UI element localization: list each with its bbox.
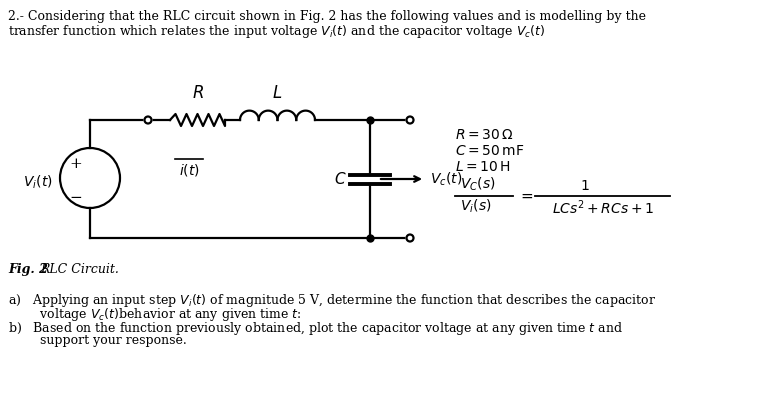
Text: $V_C(s)$: $V_C(s)$ [460,175,495,193]
Text: $V_c(t)$: $V_c(t)$ [430,170,462,188]
Text: $=$: $=$ [518,189,534,203]
Text: support your response.: support your response. [8,334,187,347]
Text: a)   Applying an input step $V_i(t)$ of magnitude 5 V, determine the function th: a) Applying an input step $V_i(t)$ of ma… [8,292,656,309]
Text: transfer function which relates the input voltage $V_i(t)$ and the capacitor vol: transfer function which relates the inpu… [8,23,545,40]
Text: $R$: $R$ [191,85,204,102]
Text: $1$: $1$ [580,179,590,193]
Text: b)   Based on the function previously obtained, plot the capacitor voltage at an: b) Based on the function previously obta… [8,320,623,337]
Text: $L$: $L$ [272,85,283,102]
Text: $L = 10\,\mathrm{H}$: $L = 10\,\mathrm{H}$ [455,160,511,174]
Text: $R = 30\,\Omega$: $R = 30\,\Omega$ [455,128,514,142]
Circle shape [407,234,414,241]
Text: $V_i(t)$: $V_i(t)$ [23,173,53,191]
Text: $V_i(s)$: $V_i(s)$ [460,198,491,215]
Text: $-$: $-$ [69,189,82,203]
Text: $i(t)$: $i(t)$ [178,162,199,178]
Circle shape [407,116,414,123]
Text: $C = 50\,\mathrm{mF}$: $C = 50\,\mathrm{mF}$ [455,144,524,158]
Circle shape [145,116,151,123]
Text: voltage $V_c(t)$behavior at any given time $t$:: voltage $V_c(t)$behavior at any given ti… [8,306,301,323]
Text: $C$: $C$ [334,171,346,187]
Text: 2.- Considering that the RLC circuit shown in Fig. 2 has the following values an: 2.- Considering that the RLC circuit sho… [8,10,646,23]
Text: Fig. 2: Fig. 2 [8,263,48,276]
Text: RLC Circuit.: RLC Circuit. [40,263,119,276]
Text: +: + [70,157,82,171]
Text: $LCs^2 + RCs + 1$: $LCs^2 + RCs + 1$ [552,198,654,217]
